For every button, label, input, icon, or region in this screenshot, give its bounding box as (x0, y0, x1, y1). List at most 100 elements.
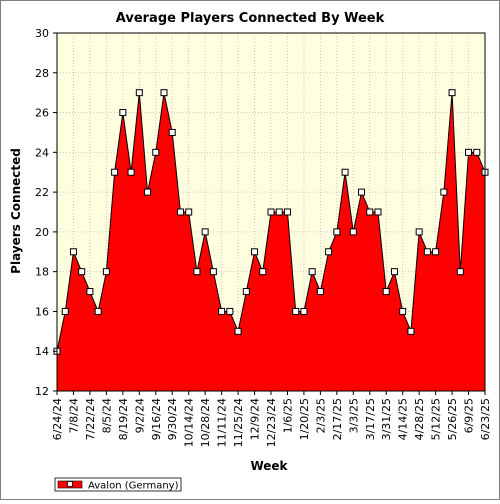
y-tick-label: 30 (35, 27, 49, 40)
x-tick-label: 11/11/24 (216, 398, 229, 447)
data-point (267, 208, 275, 216)
data-point (234, 327, 242, 335)
x-tick-label: 8/19/24 (117, 398, 130, 440)
data-point (144, 188, 152, 196)
data-point (242, 288, 250, 296)
y-axis-ticks: 12 14 16 18 20 22 24 26 28 30 (35, 27, 57, 398)
data-point (349, 228, 357, 236)
data-point (275, 208, 283, 216)
series-area-fill (57, 92, 485, 392)
x-tick-label: 7/22/24 (84, 398, 97, 440)
x-tick-label: 10/14/24 (183, 398, 196, 447)
data-point (390, 268, 398, 276)
y-tick-label: 26 (35, 107, 49, 120)
data-point (69, 248, 77, 256)
x-tick-label: 8/5/24 (100, 398, 113, 433)
data-point (283, 208, 291, 216)
y-tick-label: 14 (35, 345, 49, 358)
data-point (135, 89, 143, 97)
data-point (226, 307, 234, 315)
data-point (316, 288, 324, 296)
data-point (86, 288, 94, 296)
x-tick-label: 10/28/24 (199, 398, 212, 447)
data-point (448, 89, 456, 97)
data-point (102, 268, 110, 276)
x-tick-label: 11/25/24 (232, 398, 245, 447)
legend-label: Avalon (Germany) (88, 481, 179, 492)
data-point (465, 148, 473, 156)
marker-layer (53, 89, 489, 355)
data-point (423, 248, 431, 256)
data-point (366, 208, 374, 216)
data-point (407, 327, 415, 335)
data-point (78, 268, 86, 276)
x-tick-label: 4/28/25 (413, 398, 426, 440)
data-point (111, 168, 119, 176)
x-tick-label: 3/17/25 (364, 398, 377, 440)
x-tick-label: 9/30/24 (166, 398, 179, 440)
x-tick-label: 6/9/25 (463, 398, 476, 433)
x-axis-ticks: 6/24/24 7/8/24 7/22/24 8/5/24 8/19/24 9/2/24 9… (51, 391, 492, 447)
data-point (308, 268, 316, 276)
data-point (341, 168, 349, 176)
data-point (168, 128, 176, 136)
chart-title: Average Players Connected By Week (116, 11, 385, 26)
legend-box (54, 477, 182, 492)
x-tick-label: 3/3/25 (347, 398, 360, 433)
data-point (201, 228, 209, 236)
x-tick-label: 2/3/25 (314, 398, 327, 433)
data-point (325, 248, 333, 256)
x-tick-label: 4/14/25 (397, 398, 410, 440)
data-point (160, 89, 168, 97)
y-tick-label: 16 (35, 305, 49, 318)
x-tick-label: 1/6/25 (281, 398, 294, 433)
y-axis-title: Players Connected (9, 148, 23, 274)
legend: Avalon (Germany) (54, 477, 182, 492)
y-tick-label: 20 (35, 226, 49, 239)
data-point (127, 168, 135, 176)
data-point (193, 268, 201, 276)
data-point (415, 228, 423, 236)
data-point (440, 188, 448, 196)
y-tick-label: 28 (35, 67, 49, 80)
data-point (399, 307, 407, 315)
x-tick-label: 9/16/24 (150, 398, 163, 440)
x-axis-title: Week (250, 459, 288, 473)
x-tick-label: 3/31/25 (380, 398, 393, 440)
legend-marker (67, 481, 73, 487)
y-tick-label: 22 (35, 186, 49, 199)
x-tick-label: 9/2/24 (133, 398, 146, 433)
data-point (300, 307, 308, 315)
data-point (176, 208, 184, 216)
y-tick-label: 24 (35, 146, 49, 159)
y-tick-label: 12 (35, 385, 49, 398)
data-point (209, 268, 217, 276)
data-point (185, 208, 193, 216)
data-point (61, 307, 69, 315)
x-tick-label: 1/20/25 (298, 398, 311, 440)
data-point (251, 248, 259, 256)
data-point (432, 248, 440, 256)
x-tick-label: 12/9/24 (249, 398, 262, 440)
data-point (333, 228, 341, 236)
data-point (259, 268, 267, 276)
x-tick-label: 7/8/24 (67, 398, 80, 433)
x-tick-label: 5/12/25 (430, 398, 443, 440)
y-tick-label: 18 (35, 266, 49, 279)
x-tick-label: 2/17/25 (331, 398, 344, 440)
data-point (473, 148, 481, 156)
data-point (358, 188, 366, 196)
data-point (382, 288, 390, 296)
data-point (119, 109, 127, 117)
x-tick-label: 12/23/24 (265, 398, 278, 447)
data-point (152, 148, 160, 156)
x-tick-label: 5/26/25 (446, 398, 459, 440)
data-point (94, 307, 102, 315)
x-tick-label: 6/24/24 (51, 398, 64, 440)
x-tick-label: 6/23/25 (479, 398, 492, 440)
data-point (456, 268, 464, 276)
data-point (218, 307, 226, 315)
data-point (292, 307, 300, 315)
